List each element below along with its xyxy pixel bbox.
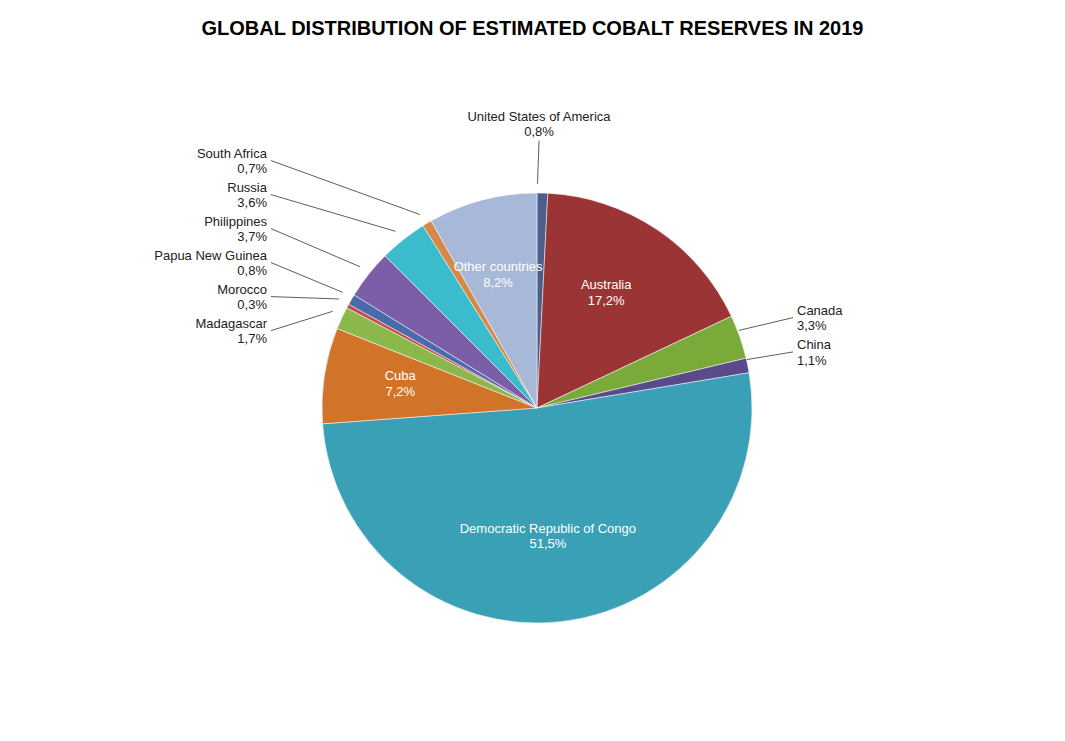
- svg-text:Russia3,6%: Russia3,6%: [227, 179, 268, 210]
- svg-text:China1,1%: China1,1%: [797, 337, 832, 368]
- svg-text:South Africa0,7%: South Africa0,7%: [197, 145, 268, 176]
- svg-text:United States of America0,8%: United States of America0,8%: [467, 108, 611, 139]
- html-text:GLOBAL DISTRIBUTION OF ESTIMAT: GLOBAL DISTRIBUTION OF ESTIMATED COBALT …: [201, 17, 864, 39]
- svg-text:Cuba7,2%: Cuba7,2%: [385, 367, 417, 398]
- svg-text:Philippines3,7%: Philippines3,7%: [204, 213, 267, 244]
- svg-text:Other countries8,2%: Other countries8,2%: [454, 259, 543, 290]
- svg-text:Papua New Guinea0,8%: Papua New Guinea0,8%: [154, 247, 268, 278]
- svg-text:Australia17,2%: Australia17,2%: [581, 277, 632, 308]
- svg-text:Canada3,3%: Canada3,3%: [797, 302, 843, 333]
- svg-text:Madagascar1,7%: Madagascar1,7%: [195, 315, 267, 346]
- svg-text:Morocco0,3%: Morocco0,3%: [217, 281, 267, 312]
- svg-text:Democratic Republic of Congo51: Democratic Republic of Congo51,5%: [460, 520, 636, 551]
